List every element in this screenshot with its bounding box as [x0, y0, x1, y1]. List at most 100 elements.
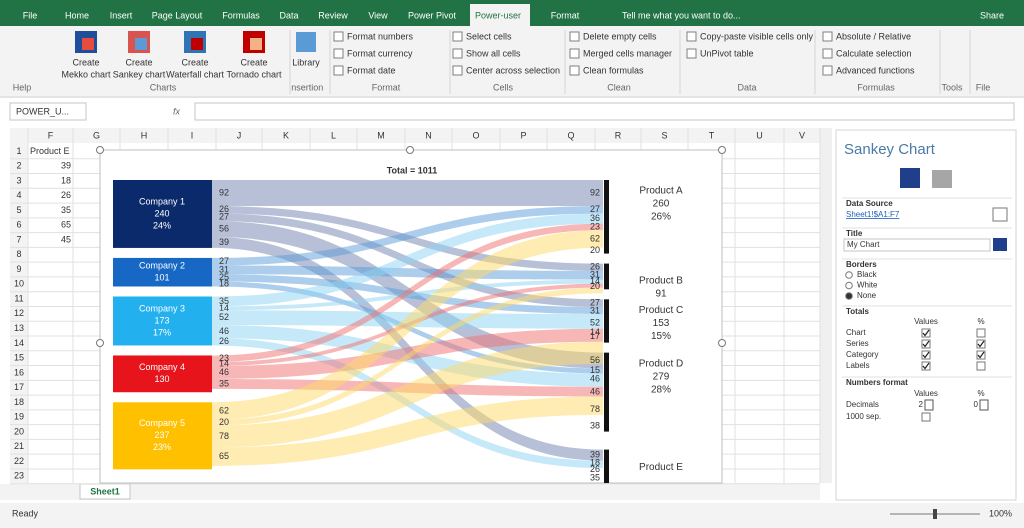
cell[interactable]: 18: [61, 175, 71, 185]
ribbon-tab[interactable]: Home: [65, 10, 89, 20]
share-button[interactable]: Share: [980, 10, 1004, 20]
item-icon[interactable]: [822, 31, 833, 42]
vertical-scrollbar[interactable]: [820, 128, 832, 483]
ribbon-button[interactable]: Mekko chart: [61, 69, 111, 79]
column-header[interactable]: S: [661, 130, 667, 140]
item-icon[interactable]: [452, 31, 463, 42]
checkbox[interactable]: [921, 328, 931, 338]
ribbon-tab[interactable]: Insert: [110, 10, 133, 20]
product-node[interactable]: [604, 180, 609, 254]
row-header[interactable]: 18: [14, 397, 24, 407]
button-icon[interactable]: [250, 38, 262, 50]
ribbon-item[interactable]: Select cells: [466, 31, 512, 41]
column-header[interactable]: U: [756, 130, 763, 140]
tell-me[interactable]: Tell me what you want to do...: [622, 10, 741, 20]
item-icon[interactable]: [333, 31, 344, 42]
radio[interactable]: [845, 271, 853, 279]
ribbon-item[interactable]: Advanced functions: [836, 65, 915, 75]
column-header[interactable]: M: [377, 130, 385, 140]
ribbon-item[interactable]: UnPivot table: [700, 48, 754, 58]
item-icon[interactable]: [452, 65, 463, 76]
row-header[interactable]: 17: [14, 382, 24, 392]
sheet-tab-label[interactable]: Sheet1: [90, 486, 120, 496]
row-header[interactable]: 11: [14, 293, 23, 303]
handle[interactable]: [96, 339, 104, 347]
item-icon[interactable]: [686, 31, 697, 42]
chart-icon[interactable]: [932, 170, 952, 188]
column-header[interactable]: R: [615, 130, 622, 140]
ribbon-tab[interactable]: Format: [551, 10, 580, 20]
row-header[interactable]: 20: [14, 426, 24, 436]
cell[interactable]: 45: [61, 234, 71, 244]
product-node[interactable]: [604, 299, 609, 343]
ribbon-button[interactable]: Create: [181, 57, 208, 67]
column-header[interactable]: J: [237, 130, 242, 140]
ribbon-item[interactable]: Center across selection: [466, 65, 560, 75]
ribbon-tab[interactable]: Review: [318, 10, 348, 20]
radio[interactable]: [845, 292, 853, 300]
save-button[interactable]: [993, 238, 1007, 251]
cell[interactable]: 65: [61, 220, 71, 230]
cell[interactable]: Product E: [30, 146, 70, 156]
ribbon-item[interactable]: Format date: [347, 65, 396, 75]
spinner[interactable]: [979, 399, 989, 411]
row-header[interactable]: 8: [16, 249, 21, 259]
row-header[interactable]: 23: [14, 471, 24, 481]
handle[interactable]: [406, 146, 414, 154]
ribbon-button[interactable]: Tornado chart: [226, 69, 282, 79]
name-box-text[interactable]: POWER_U...: [16, 106, 69, 116]
product-node[interactable]: [604, 263, 609, 290]
checkbox[interactable]: [921, 361, 931, 371]
row-header[interactable]: 14: [14, 338, 24, 348]
item-icon[interactable]: [686, 48, 697, 59]
checkbox[interactable]: [921, 339, 931, 349]
ribbon-item[interactable]: Copy-paste visible cells only: [700, 31, 814, 41]
row-header[interactable]: 16: [14, 367, 24, 377]
ribbon-item[interactable]: Calculate selection: [836, 48, 912, 58]
button-icon[interactable]: [296, 32, 316, 52]
handle[interactable]: [96, 146, 104, 154]
checkbox[interactable]: [976, 339, 986, 349]
ribbon-item[interactable]: Show all cells: [466, 48, 521, 58]
zoom-thumb[interactable]: [933, 509, 937, 519]
column-header[interactable]: K: [283, 130, 289, 140]
ribbon-tab[interactable]: File: [23, 10, 38, 20]
ribbon-button[interactable]: Sankey chart: [113, 69, 166, 79]
column-header[interactable]: V: [799, 130, 805, 140]
company-node[interactable]: [113, 402, 212, 470]
column-header[interactable]: G: [93, 130, 100, 140]
item-icon[interactable]: [822, 65, 833, 76]
cell[interactable]: 39: [61, 161, 71, 171]
handle[interactable]: [718, 339, 726, 347]
ribbon-button[interactable]: Waterfall chart: [166, 69, 224, 79]
row-header[interactable]: 10: [14, 279, 24, 289]
ribbon-button[interactable]: Create: [72, 57, 99, 67]
row-header[interactable]: 4: [16, 190, 21, 200]
ribbon-item[interactable]: Clean formulas: [583, 65, 644, 75]
checkbox[interactable]: [921, 412, 931, 422]
row-header[interactable]: 19: [14, 412, 24, 422]
ribbon-tab[interactable]: Power-user: [475, 10, 521, 20]
column-header[interactable]: H: [141, 130, 148, 140]
ribbon-tab[interactable]: Power Pivot: [408, 10, 457, 20]
company-node[interactable]: [113, 180, 212, 248]
item-icon[interactable]: [333, 65, 344, 76]
name-box[interactable]: [9, 102, 87, 121]
row-header[interactable]: 2: [16, 161, 21, 171]
item-icon[interactable]: [452, 48, 463, 59]
checkbox[interactable]: [921, 350, 931, 360]
range-button[interactable]: [992, 207, 1008, 222]
row-header[interactable]: 6: [16, 220, 21, 230]
ribbon-item[interactable]: Delete empty cells: [583, 31, 657, 41]
checkbox[interactable]: [976, 328, 986, 338]
title-input[interactable]: [843, 238, 991, 252]
range-link[interactable]: Sheet1!$A1:F7: [846, 210, 900, 219]
item-icon[interactable]: [822, 48, 833, 59]
ribbon-item[interactable]: Format numbers: [347, 31, 414, 41]
spinner[interactable]: [924, 399, 934, 411]
column-header[interactable]: O: [472, 130, 479, 140]
ribbon-tab[interactable]: Data: [279, 10, 298, 20]
row-header[interactable]: 7: [16, 234, 21, 244]
ribbon-item[interactable]: Absolute / Relative: [836, 31, 911, 41]
checkbox[interactable]: [976, 361, 986, 371]
